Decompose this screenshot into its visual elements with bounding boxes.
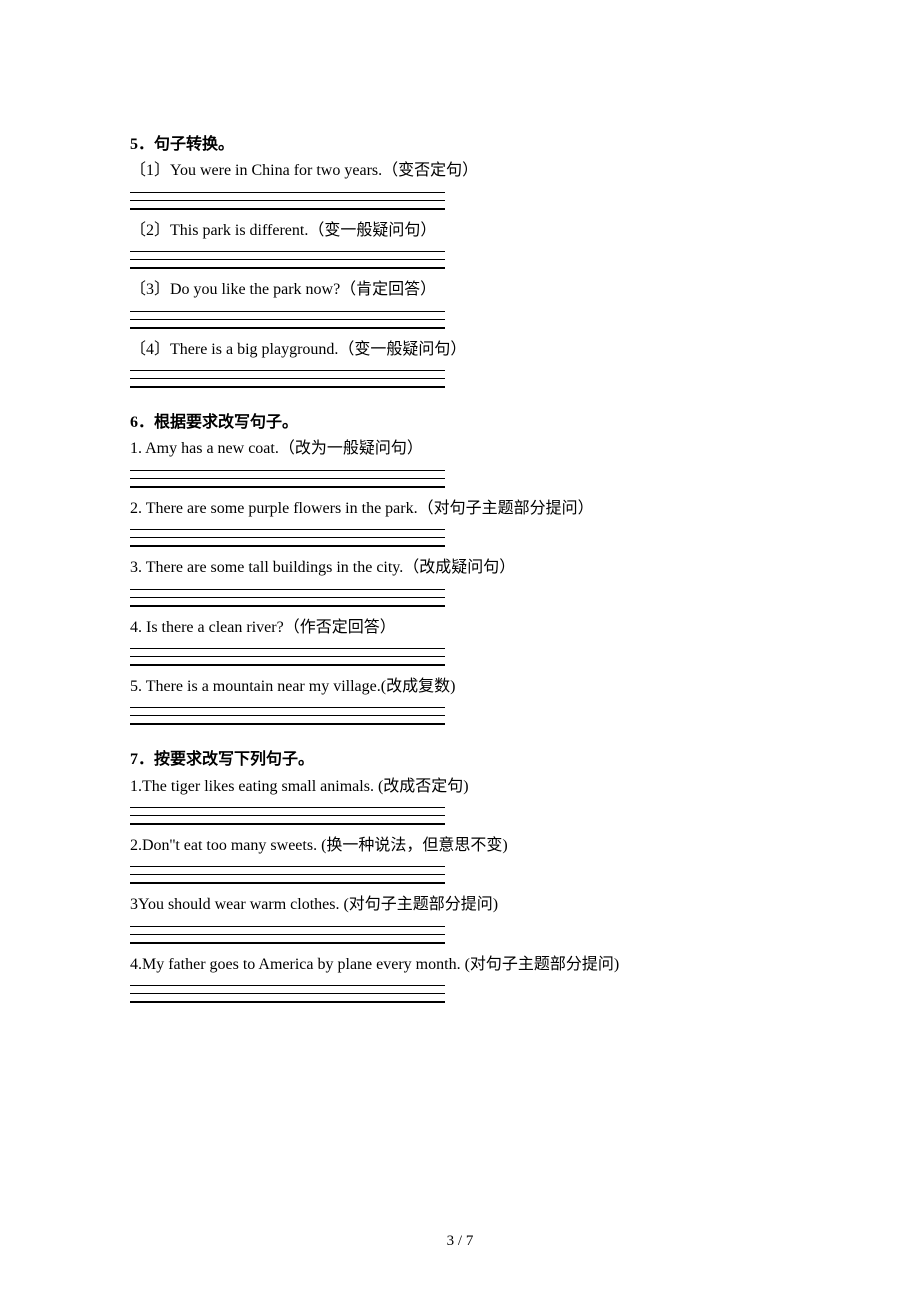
section-6-q2: 2. There are some purple flowers in the …: [130, 498, 790, 520]
answer-lines: [130, 641, 790, 666]
answer-lines: [130, 859, 790, 884]
answer-line: [130, 800, 445, 808]
page-container: 5．句子转换。 〔1〕You were in China for two yea…: [0, 0, 920, 1302]
answer-line: [130, 649, 445, 657]
section-6-q3: 3. There are some tall buildings in the …: [130, 557, 790, 579]
answer-line: [130, 986, 445, 994]
answer-line: [130, 201, 445, 210]
answer-line: [130, 582, 445, 590]
section-5-q2: 〔2〕This park is different.（变一般疑问句）: [130, 220, 790, 242]
answer-line: [130, 244, 445, 252]
answer-line: [130, 185, 445, 193]
answer-line: [130, 193, 445, 201]
section-6-q4: 4. Is there a clean river?（作否定回答）: [130, 617, 790, 639]
answer-line: [130, 657, 445, 666]
answer-line: [130, 304, 445, 312]
answer-lines: [130, 700, 790, 725]
answer-line: [130, 808, 445, 816]
answer-line: [130, 260, 445, 269]
answer-lines: [130, 582, 790, 607]
answer-line: [130, 320, 445, 329]
section-6-q1: 1. Amy has a new coat.（改为一般疑问句）: [130, 438, 790, 460]
section-7-title: 7．按要求改写下列句子。: [130, 749, 790, 771]
answer-line: [130, 598, 445, 607]
section-6-q5: 5. There is a mountain near my village.(…: [130, 676, 790, 698]
section-7-q1: 1.The tiger likes eating small animals. …: [130, 776, 790, 798]
answer-line: [130, 463, 445, 471]
answer-lines: [130, 919, 790, 944]
answer-line: [130, 716, 445, 725]
answer-line: [130, 935, 445, 944]
section-5-q1: 〔1〕You were in China for two years.（变否定句…: [130, 160, 790, 182]
answer-lines: [130, 304, 790, 329]
answer-line: [130, 641, 445, 649]
answer-line: [130, 379, 445, 388]
answer-line: [130, 479, 445, 488]
section-7-q2: 2.Don''t eat too many sweets. (换一种说法，但意思…: [130, 835, 790, 857]
answer-line: [130, 530, 445, 538]
section-5-title: 5．句子转换。: [130, 134, 790, 156]
section-6-title: 6．根据要求改写句子。: [130, 412, 790, 434]
answer-lines: [130, 363, 790, 388]
answer-line: [130, 312, 445, 320]
answer-line: [130, 371, 445, 379]
answer-line: [130, 363, 445, 371]
section-5-q3: 〔3〕Do you like the park now?（肯定回答）: [130, 279, 790, 301]
answer-line: [130, 522, 445, 530]
answer-line: [130, 538, 445, 547]
answer-line: [130, 471, 445, 479]
answer-line: [130, 994, 445, 1003]
section-5-q4: 〔4〕There is a big playground.（变一般疑问句）: [130, 339, 790, 361]
answer-line: [130, 927, 445, 935]
section-7-q3: 3You should wear warm clothes. (对句子主题部分提…: [130, 894, 790, 916]
answer-line: [130, 590, 445, 598]
answer-line: [130, 919, 445, 927]
answer-lines: [130, 244, 790, 269]
page-number: 3 / 7: [0, 1231, 920, 1252]
answer-line: [130, 859, 445, 867]
answer-line: [130, 252, 445, 260]
answer-lines: [130, 978, 790, 1003]
section-7-q4: 4.My father goes to America by plane eve…: [130, 954, 790, 976]
answer-line: [130, 708, 445, 716]
answer-lines: [130, 522, 790, 547]
answer-line: [130, 816, 445, 825]
answer-lines: [130, 800, 790, 825]
answer-lines: [130, 463, 790, 488]
answer-line: [130, 700, 445, 708]
answer-line: [130, 875, 445, 884]
answer-line: [130, 978, 445, 986]
answer-line: [130, 867, 445, 875]
answer-lines: [130, 185, 790, 210]
